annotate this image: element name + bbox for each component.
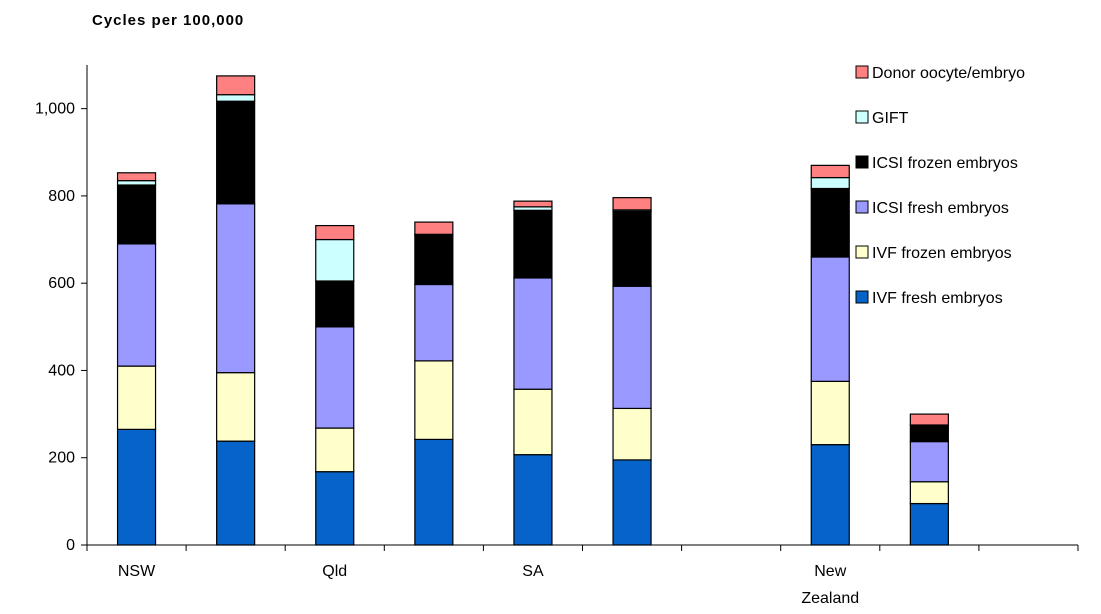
- legend-swatch-ivf-frozen-embryos: [855, 245, 869, 259]
- bar-segment-ivf-fresh-embryos: [116, 428, 157, 546]
- bar-segment-icsi-fresh-embryos: [116, 243, 157, 367]
- legend-label-gift: GIFT: [872, 110, 909, 127]
- bar-segment-ivf-frozen-embryos: [810, 380, 850, 446]
- bar-segment-donor-oocyte-embryo: [810, 164, 850, 179]
- y-tick-label: 0: [66, 537, 75, 554]
- bar-segment-icsi-fresh-embryos: [315, 326, 355, 429]
- legend-swatch-ivf-fresh-embryos: [855, 290, 869, 304]
- legend-swatch-donor-oocyte-embryo: [855, 65, 869, 79]
- bar-segment-ivf-fresh-embryos: [414, 438, 454, 546]
- bar-segment-donor-oocyte-embryo: [612, 197, 652, 211]
- bar-segment-ivf-frozen-embryos: [216, 372, 256, 442]
- bar-segment-icsi-frozen-embryos: [315, 280, 355, 328]
- x-category-label: New Zealand: [801, 563, 859, 607]
- bar-segment-gift: [315, 238, 355, 282]
- legend-swatch-icsi-fresh-embryos: [855, 200, 869, 214]
- bar-segment-ivf-frozen-embryos: [513, 388, 553, 456]
- y-tick-label: 600: [48, 275, 75, 292]
- bar-segment-donor-oocyte-embryo: [909, 413, 949, 426]
- x-category-label: Qld: [322, 563, 347, 580]
- bar-segment-icsi-frozen-embryos: [909, 424, 949, 443]
- bar-segment-icsi-frozen-embryos: [612, 210, 652, 287]
- y-tick-label: 1,000: [35, 101, 75, 118]
- legend-swatch-icsi-frozen-embryos: [855, 155, 869, 169]
- bar-segment-icsi-frozen-embryos: [513, 209, 553, 279]
- bar-segment-icsi-fresh-embryos: [216, 203, 256, 374]
- bar-segment-ivf-fresh-embryos: [909, 502, 949, 546]
- bar-segment-ivf-frozen-embryos: [315, 427, 355, 473]
- y-tick-label: 400: [48, 362, 75, 379]
- legend-label-donor-oocyte-embryo: Donor oocyte/embryo: [872, 65, 1025, 82]
- bar-segment-icsi-fresh-embryos: [909, 440, 949, 483]
- legend-label-icsi-fresh-embryos: ICSI fresh embryos: [872, 200, 1009, 217]
- bar-segment-gift: [116, 180, 157, 186]
- bar-segment-ivf-frozen-embryos: [909, 481, 949, 505]
- bar-segment-ivf-fresh-embryos: [315, 471, 355, 546]
- y-tick-label: 800: [48, 188, 75, 205]
- bar-segment-ivf-frozen-embryos: [612, 407, 652, 461]
- legend-label-ivf-frozen-embryos: IVF frozen embryos: [872, 245, 1012, 262]
- x-category-label: NSW: [118, 563, 156, 580]
- bar-segment-icsi-frozen-embryos: [810, 187, 850, 258]
- bar-segment-gift: [810, 176, 850, 190]
- bar-segment-donor-oocyte-embryo: [315, 224, 355, 241]
- bar-segment-ivf-frozen-embryos: [116, 365, 157, 430]
- bar-segment-ivf-fresh-embryos: [612, 459, 652, 546]
- bar-segment-icsi-frozen-embryos: [116, 184, 157, 245]
- bar-segment-ivf-fresh-embryos: [810, 444, 850, 546]
- legend-label-ivf-fresh-embryos: IVF fresh embryos: [872, 290, 1003, 307]
- bar-segment-gift: [216, 94, 256, 102]
- bar-segment-ivf-fresh-embryos: [216, 440, 256, 546]
- bar-segment-donor-oocyte-embryo: [513, 200, 553, 208]
- bar-segment-icsi-frozen-embryos: [414, 234, 454, 286]
- bar-segment-icsi-fresh-embryos: [513, 277, 553, 390]
- chart-title: Cycles per 100,000: [92, 12, 245, 29]
- bar-segment-icsi-fresh-embryos: [414, 283, 454, 362]
- bar-segment-icsi-fresh-embryos: [612, 285, 652, 410]
- bar-segment-donor-oocyte-embryo: [216, 75, 256, 96]
- legend-label-icsi-frozen-embryos: ICSI frozen embryos: [872, 155, 1018, 172]
- bar-segment-ivf-frozen-embryos: [414, 360, 454, 441]
- legend-swatch-gift: [855, 110, 869, 124]
- bar-segment-icsi-frozen-embryos: [216, 100, 256, 205]
- bar-segment-ivf-fresh-embryos: [513, 454, 553, 546]
- bar-segment-donor-oocyte-embryo: [414, 221, 454, 235]
- bar-segment-donor-oocyte-embryo: [116, 172, 157, 182]
- bar-segment-icsi-fresh-embryos: [810, 256, 850, 382]
- x-category-label: SA: [522, 563, 544, 580]
- y-tick-label: 200: [48, 450, 75, 467]
